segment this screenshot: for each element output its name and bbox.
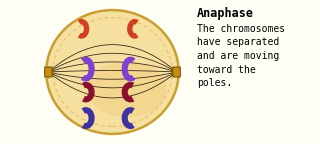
- Text: Anaphase: Anaphase: [197, 7, 254, 20]
- Text: The chromosomes
have separated
and are moving
toward the
poles.: The chromosomes have separated and are m…: [197, 24, 285, 88]
- FancyBboxPatch shape: [45, 67, 52, 77]
- Ellipse shape: [87, 61, 167, 117]
- FancyBboxPatch shape: [173, 67, 180, 77]
- Ellipse shape: [46, 10, 179, 134]
